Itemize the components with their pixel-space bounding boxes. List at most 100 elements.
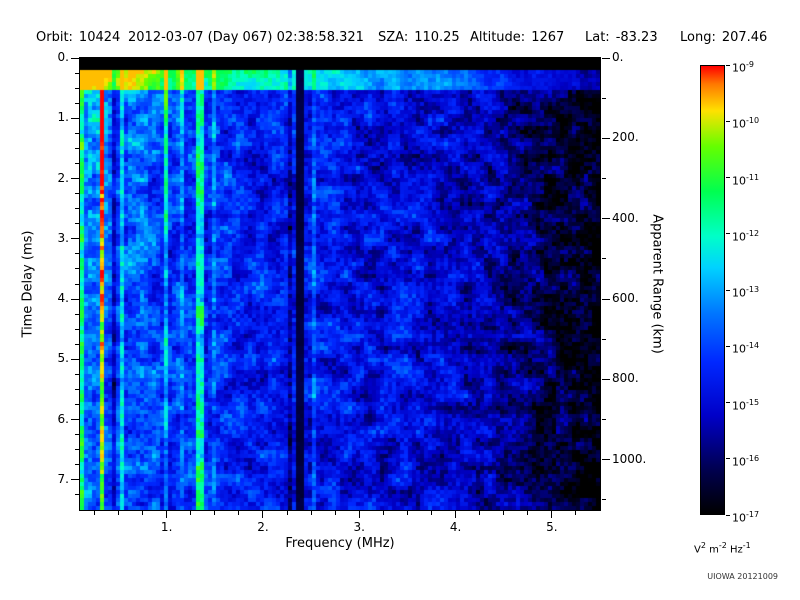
plot-frame [79, 57, 601, 511]
altitude-label: Altitude: [470, 30, 526, 45]
colorbar-tick [726, 177, 730, 178]
colorbar-tick-label: 10-12 [732, 228, 760, 244]
y-tick [71, 57, 79, 59]
colorbar-tick [726, 345, 730, 347]
colorbar-tick-label: 10-17 [732, 510, 760, 525]
colorbar-tick [726, 402, 730, 403]
x-minor-tick [214, 511, 216, 515]
x-minor-tick [382, 511, 384, 515]
colorbar-tick [726, 233, 730, 235]
header-datetime: 2012-03-07 (Day 067) 02:38:58.321 [128, 30, 364, 45]
y-tick-label: 6. [57, 411, 69, 426]
y2-axis-title: Apparent Range (km) [649, 214, 665, 354]
colorbar-tick [726, 289, 730, 291]
x-tick [358, 511, 360, 518]
x-tick-label: 3. [353, 520, 365, 534]
colorbar [700, 65, 725, 515]
x-axis-title: Frequency (MHz) [285, 536, 395, 551]
y2-tick [602, 378, 610, 380]
y2-tick-label: 800. [612, 371, 639, 386]
y-axis-title: Time Delay (ms) [20, 230, 36, 338]
y2-minor-tick [602, 338, 606, 340]
header-long: Long: 207.46 [680, 30, 767, 45]
y2-minor-tick [602, 419, 606, 421]
y-tick-label: 4. [57, 291, 69, 306]
sza-label: SZA: [378, 30, 409, 45]
y-tick [71, 298, 79, 300]
y2-tick [602, 218, 610, 220]
x-tick [551, 511, 553, 518]
x-minor-tick [527, 511, 529, 515]
x-minor-tick [238, 511, 240, 515]
x-minor-tick [118, 511, 120, 515]
colorbar-tick-label: 10-14 [732, 341, 760, 356]
spectrogram-canvas [80, 58, 600, 510]
y2-tick-label: 600. [612, 291, 639, 306]
y2-minor-tick [602, 178, 606, 180]
y2-tick [602, 57, 610, 59]
y-tick-label: 1. [57, 110, 69, 125]
long-value: 207.46 [721, 30, 768, 45]
colorbar-tick-label: 10-11 [732, 172, 760, 188]
y2-minor-tick [602, 499, 606, 501]
x-minor-tick [93, 511, 95, 515]
x-tick-label: 4. [449, 520, 462, 534]
sza-value: 110.25 [414, 30, 460, 45]
colorbar-tick-label: 10-13 [732, 285, 760, 300]
y-tick-label: 0. [57, 50, 69, 64]
x-tick [166, 511, 168, 518]
x-tick-label: 1. [160, 520, 173, 534]
colorbar-tick [726, 64, 730, 66]
y-tick [71, 419, 79, 421]
y2-minor-tick [602, 97, 606, 99]
x-minor-tick [310, 511, 312, 515]
colorbar-tick [726, 514, 730, 516]
x-tick-label: 5. [546, 520, 558, 534]
colorbar-gradient [701, 66, 724, 514]
x-tick [455, 511, 457, 518]
y-tick [71, 238, 79, 240]
header-altitude: Altitude: 1267 [470, 30, 564, 45]
credit-text: UIOWA 20121009 [707, 572, 778, 581]
header-sza: SZA: 110.25 [378, 30, 460, 45]
y-tick [71, 178, 79, 180]
x-minor-tick [575, 511, 577, 515]
x-minor-tick [142, 511, 144, 515]
colorbar-tick-label: 10-9 [732, 60, 754, 75]
y-tick-label: 5. [57, 351, 69, 366]
lat-label: Lat: [585, 30, 610, 45]
y2-tick-label: 1000. [612, 451, 647, 466]
y2-tick-label: 400. [612, 210, 639, 225]
y2-tick [602, 459, 610, 461]
datetime-value: 2012-03-07 (Day 067) 02:38:58.321 [128, 30, 364, 45]
orbit-value: 10424 [78, 30, 121, 45]
colorbar-tick [726, 120, 730, 122]
x-minor-tick [479, 511, 481, 515]
y-tick [71, 117, 79, 119]
x-tick-label: 2. [257, 520, 269, 534]
y-tick [71, 358, 79, 360]
colorbar-tick [726, 458, 730, 460]
x-minor-tick [286, 511, 288, 515]
orbit-label: Orbit: [36, 30, 73, 45]
header-lat: Lat: -83.23 [585, 30, 658, 45]
y2-tick-label: 0. [612, 50, 624, 64]
lat-value: -83.23 [615, 30, 658, 45]
y-tick-label: 2. [57, 170, 69, 185]
long-label: Long: [680, 30, 716, 45]
y2-minor-tick [602, 258, 606, 260]
y2-tick [602, 298, 610, 300]
x-minor-tick [406, 511, 408, 515]
colorbar-tick-label: 10-15 [732, 397, 760, 413]
colorbar-tick-label: 10-16 [732, 453, 760, 469]
y-tick-label: 3. [57, 230, 69, 245]
x-tick [262, 511, 264, 518]
y-tick-label: 7. [57, 471, 69, 486]
colorbar-tick-label: 10-10 [732, 116, 760, 131]
x-minor-tick [430, 511, 432, 515]
y2-tick-label: 200. [612, 130, 639, 145]
x-minor-tick [334, 511, 336, 515]
colorbar-unit-label: V2 m-2 Hz-1 [694, 541, 751, 556]
y-tick [71, 479, 79, 481]
